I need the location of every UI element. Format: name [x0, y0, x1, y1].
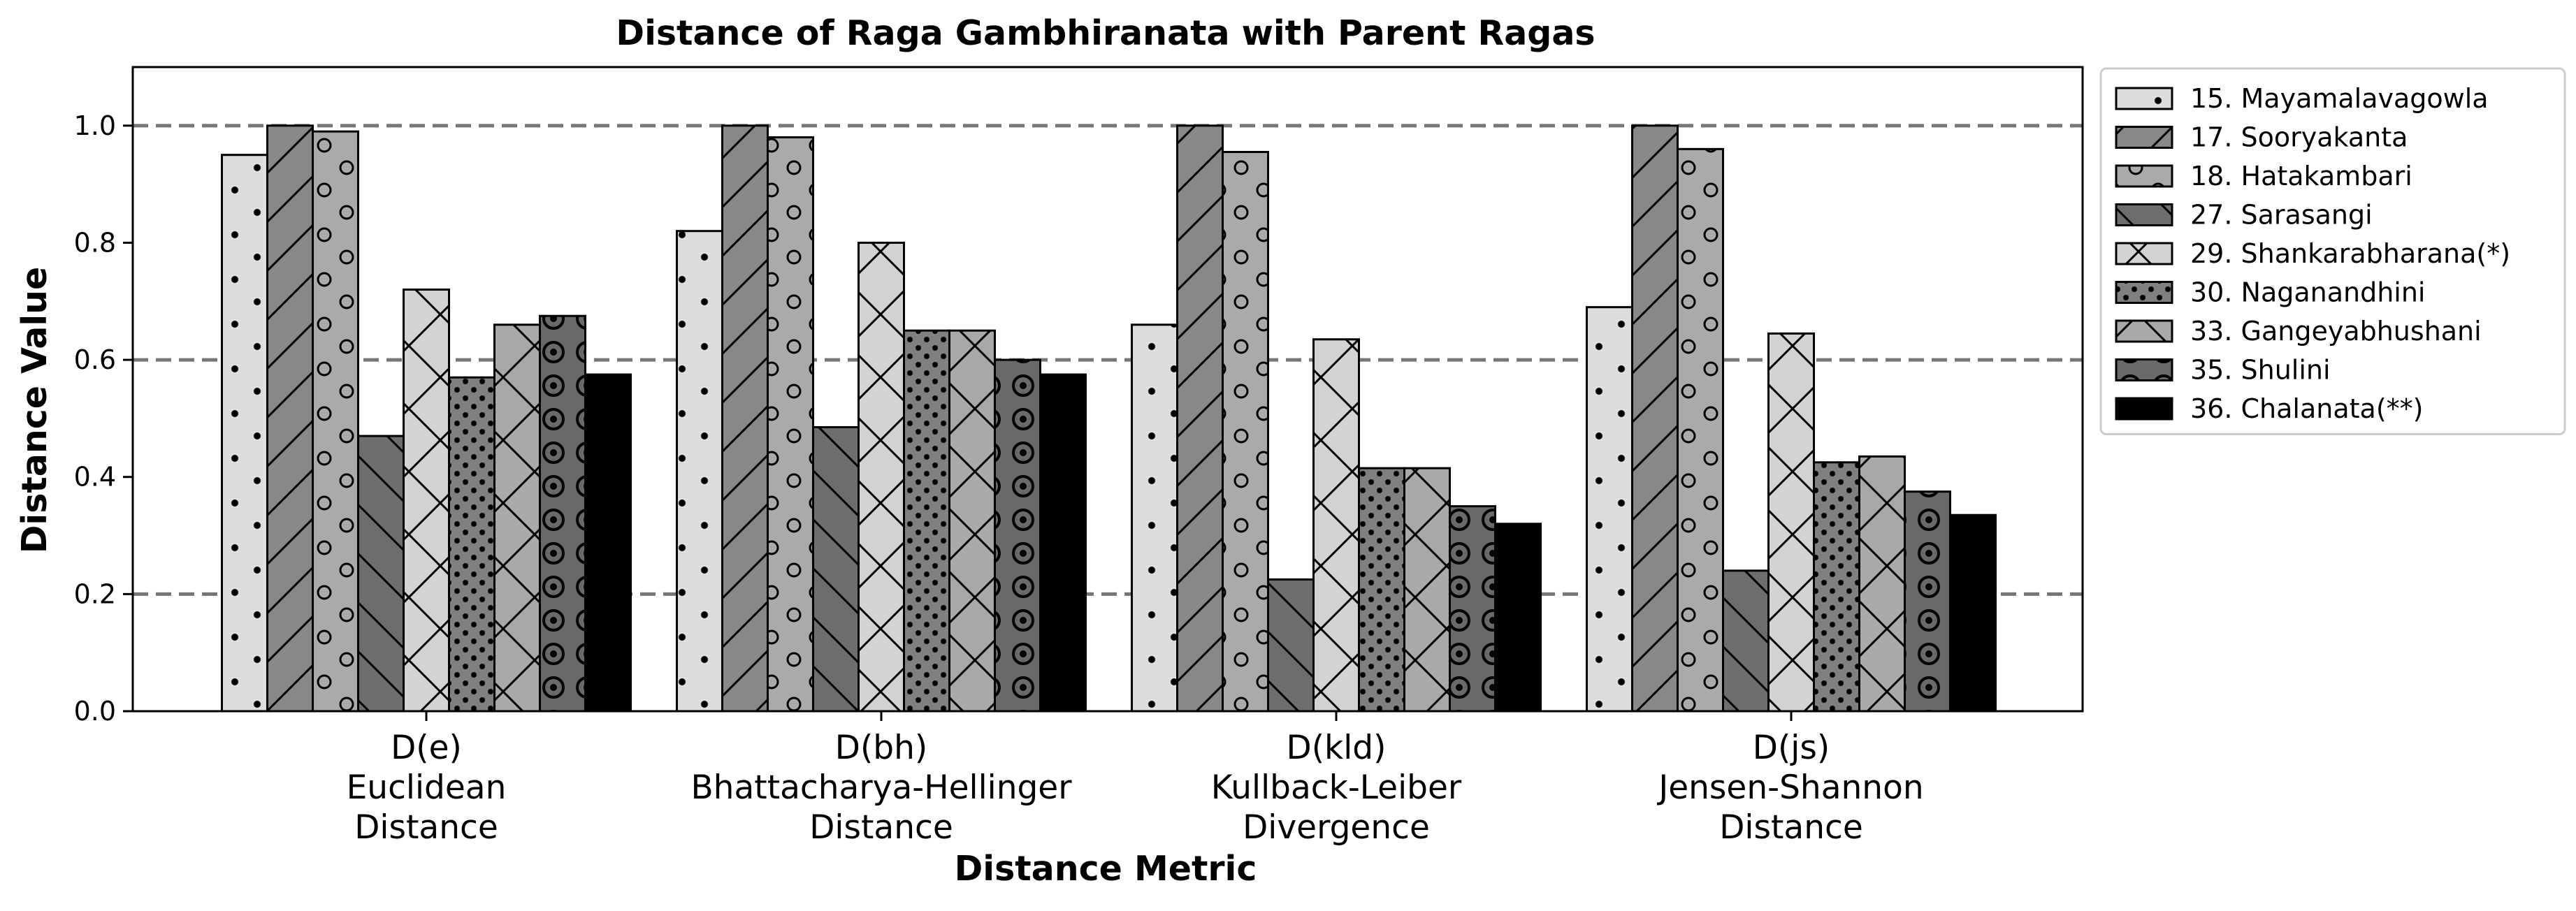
bar-1-1 [721, 124, 769, 713]
bar-8-2 [1494, 523, 1542, 713]
bar-1-2 [1176, 124, 1224, 713]
legend-swatch-6 [2115, 319, 2173, 343]
bar-3-3 [1722, 569, 1770, 713]
y-tick-label-0: 0.0 [74, 696, 116, 727]
legend-label-6: 33. Gangeyabhushani [2190, 316, 2482, 347]
legend-swatch-5 [2115, 281, 2173, 304]
bar-6-0 [493, 323, 541, 713]
x-axis-label: Distance Metric [955, 849, 1257, 889]
bar-8-0 [584, 373, 632, 713]
bar-1-3 [1631, 124, 1679, 713]
bar-8-3 [1949, 513, 1997, 713]
bar-3-2 [1267, 578, 1315, 713]
bar-3-0 [357, 435, 405, 713]
bar-8-1 [1039, 373, 1087, 713]
bar-0-2 [1131, 323, 1178, 713]
bar-0-3 [1586, 306, 1633, 713]
legend-label-7: 35. Shulini [2190, 355, 2331, 386]
x-tick-label-1: D(bh) Bhattacharya-Hellinger Distance [690, 729, 1072, 847]
y-tick-label-3: 0.6 [74, 344, 116, 375]
bar-6-1 [948, 329, 996, 713]
bar-6-2 [1403, 467, 1451, 713]
y-axis-label: Distance Value [15, 267, 55, 554]
y-tick-label-4: 0.8 [74, 227, 116, 258]
bar-4-0 [403, 289, 450, 713]
legend-swatch-8 [2115, 397, 2173, 421]
legend-label-2: 18. Hatakambari [2190, 161, 2412, 191]
bar-5-3 [1813, 461, 1860, 713]
legend-label-4: 29. Shankarabharana(*) [2190, 238, 2510, 269]
bar-4-3 [1767, 332, 1815, 713]
bar-7-2 [1449, 505, 1496, 713]
legend [2099, 67, 2566, 435]
x-tick-label-0: D(e) Euclidean Distance [347, 729, 507, 847]
bar-2-3 [1677, 147, 1724, 713]
y-tick-label-2: 0.4 [74, 462, 116, 493]
bar-1-0 [266, 124, 314, 713]
legend-swatch-3 [2115, 203, 2173, 226]
bar-2-0 [312, 130, 359, 713]
bar-5-0 [448, 376, 495, 713]
plot-frame [131, 66, 2084, 713]
bar-4-2 [1312, 338, 1360, 713]
x-tick-label-3: D(js) Jensen-Shannon Distance [1656, 729, 1923, 847]
bar-7-1 [994, 358, 1041, 713]
bar-5-1 [903, 329, 950, 713]
bar-0-0 [221, 154, 268, 713]
bar-6-3 [1858, 455, 1906, 713]
legend-label-5: 30. Naganandhini [2190, 277, 2426, 308]
legend-label-0: 15. Mayamalavagowla [2190, 83, 2489, 114]
legend-swatch-2 [2115, 164, 2173, 188]
legend-swatch-0 [2115, 87, 2173, 110]
legend-swatch-7 [2115, 358, 2173, 381]
legend-label-1: 17. Sooryakanta [2190, 122, 2408, 153]
bar-7-0 [539, 314, 586, 713]
bar-5-2 [1358, 467, 1405, 713]
bar-7-3 [1904, 490, 1951, 713]
bar-0-1 [676, 230, 723, 713]
legend-swatch-1 [2115, 126, 2173, 149]
legend-label-8: 36. Chalanata(**) [2190, 393, 2423, 424]
legend-swatch-4 [2115, 242, 2173, 265]
bar-2-1 [767, 136, 814, 713]
y-tick-label-1: 0.2 [74, 578, 116, 609]
bar-3-1 [812, 425, 860, 713]
bar-2-2 [1222, 151, 1269, 713]
y-tick-label-5: 1.0 [74, 110, 116, 141]
x-tick-label-2: D(kld) Kullback-Leiber Divergence [1211, 729, 1462, 847]
chart-title: Distance of Raga Gambhiranata with Paren… [616, 13, 1595, 53]
legend-label-3: 27. Sarasangi [2190, 200, 2373, 231]
bar-4-1 [858, 241, 905, 713]
